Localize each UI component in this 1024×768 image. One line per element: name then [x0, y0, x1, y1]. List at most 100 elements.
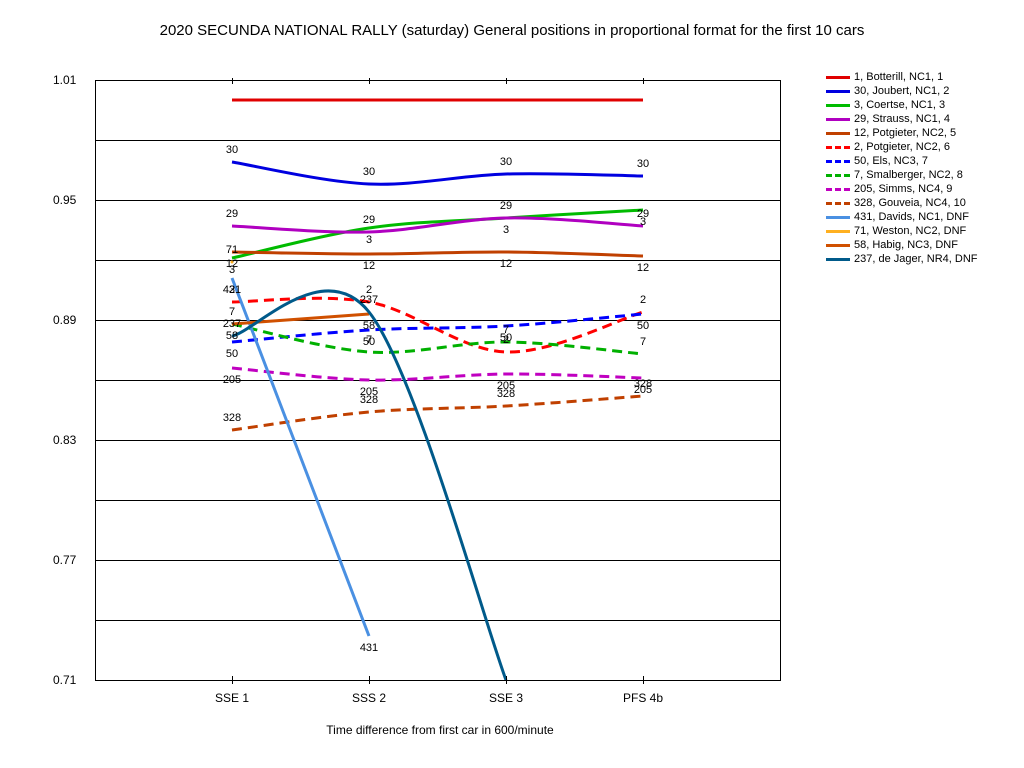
legend-swatch [826, 103, 850, 107]
legend-item: 1, Botterill, NC1, 1 [826, 70, 1021, 84]
point-label: 30 [637, 158, 649, 170]
point-label: 50 [637, 320, 649, 332]
point-label: 237 [360, 294, 378, 306]
legend-item: 205, Simms, NC4, 9 [826, 182, 1021, 196]
legend-swatch [826, 229, 850, 233]
legend-swatch [826, 145, 850, 149]
series-lines [230, 98, 644, 681]
axes: 0.71 0.77 0.83 0.89 0.95 1.01 SSE 1 SSS 2 SSE 3 P… [53, 73, 781, 705]
series-line [231, 296, 644, 354]
legend-label: 30, Joubert, NC1, 2 [854, 85, 950, 97]
legend-item: 30, Joubert, NC1, 2 [826, 84, 1021, 98]
point-label: 431 [360, 642, 378, 654]
series-line [231, 289, 508, 681]
point-label: 29 [363, 214, 375, 226]
series-line [231, 216, 644, 234]
point-label: 50 [500, 332, 512, 344]
legend-swatch [826, 75, 850, 79]
point-label: 30 [500, 156, 512, 168]
point-label: 2 [640, 294, 646, 306]
legend-label: 328, Gouveia, NC4, 10 [854, 197, 966, 209]
point-label: 7 [503, 324, 509, 336]
y-tick-label: 0.83 [53, 433, 77, 447]
point-label: 431 [223, 284, 241, 296]
legend-swatch [826, 173, 850, 177]
legend-item: 12, Potgieter, NC2, 5 [826, 126, 1021, 140]
point-label: 328 [634, 378, 652, 390]
point-label: 7 [640, 336, 646, 348]
point-label: 205 [634, 384, 652, 396]
point-label: 2 [366, 284, 372, 296]
point-label: 30 [363, 166, 375, 178]
legend-swatch [826, 201, 850, 205]
point-label: 7 [229, 306, 235, 318]
legend-item: 328, Gouveia, NC4, 10 [826, 196, 1021, 210]
point-label: 205 [360, 386, 378, 398]
plot-frame [95, 80, 781, 681]
point-label: 3 [640, 216, 646, 228]
y-tick-label: 1.01 [53, 73, 77, 87]
legend-swatch [826, 243, 850, 247]
grid [95, 80, 780, 681]
point-label: 328 [497, 388, 515, 400]
legend-label: 71, Weston, NC2, DNF [854, 225, 967, 237]
y-tick-label: 0.71 [53, 673, 77, 687]
y-tick-label: 0.89 [53, 313, 77, 327]
series-point [230, 260, 234, 264]
y-tick-label: 0.77 [53, 553, 77, 567]
x-tick-label: SSE 3 [489, 691, 523, 705]
point-label: 29 [500, 200, 512, 212]
legend-swatch [826, 117, 850, 121]
point-label: 2 [229, 284, 235, 296]
series-line [231, 208, 644, 260]
legend-item: 50, Els, NC3, 7 [826, 154, 1021, 168]
legend-swatch [826, 215, 850, 219]
point-label: 328 [360, 394, 378, 406]
legend-item: 237, de Jager, NR4, DNF [826, 252, 1021, 266]
legend-item: 71, Weston, NC2, DNF [826, 224, 1021, 238]
series-line [231, 366, 644, 382]
series-line [231, 160, 644, 186]
chart-title: 2020 SECUNDA NATIONAL RALLY (saturday) G… [159, 22, 865, 39]
legend-label: 2, Potgieter, NC2, 6 [854, 141, 950, 153]
point-label: 237 [223, 318, 241, 330]
point-label: 3 [229, 264, 235, 276]
legend-label: 205, Simms, NC4, 9 [854, 183, 953, 195]
point-label: 328 [223, 412, 241, 424]
legend-label: 58, Habig, NC3, DNF [854, 239, 958, 251]
point-label: 12 [637, 262, 649, 274]
point-label: 12 [363, 260, 375, 272]
point-label: 12 [226, 258, 238, 270]
legend-label: 29, Strauss, NC1, 4 [854, 113, 950, 125]
x-tick-label: PFS 4b [623, 691, 663, 705]
legend-label: 431, Davids, NC1, DNF [854, 211, 969, 223]
legend: 1, Botterill, NC1, 1 30, Joubert, NC1, 2 3… [826, 70, 1021, 266]
point-label: 3 [503, 224, 509, 236]
series-line [230, 277, 371, 637]
point-label: 29 [226, 208, 238, 220]
legend-label: 237, de Jager, NR4, DNF [854, 253, 978, 265]
legend-label: 7, Smalberger, NC2, 8 [854, 169, 963, 181]
point-label: 12 [500, 258, 512, 270]
legend-item: 7, Smalberger, NC2, 8 [826, 168, 1021, 182]
point-label: 30 [226, 144, 238, 156]
point-label: 58 [363, 320, 375, 332]
point-label: 2 [503, 334, 509, 346]
legend-item: 2, Potgieter, NC2, 6 [826, 140, 1021, 154]
legend-swatch [826, 89, 850, 93]
series-line [231, 250, 644, 258]
series-line [231, 394, 644, 432]
point-label: 71 [226, 244, 238, 256]
point-label: 3 [366, 234, 372, 246]
point-label: 58 [226, 330, 238, 342]
legend-label: 50, Els, NC3, 7 [854, 155, 928, 167]
legend-item: 3, Coertse, NC1, 3 [826, 98, 1021, 112]
legend-swatch [826, 131, 850, 135]
legend-label: 1, Botterill, NC1, 1 [854, 71, 944, 83]
point-label: 7 [366, 334, 372, 346]
x-axis-label: Time difference from first car in 600/mi… [326, 723, 554, 737]
legend-label: 3, Coertse, NC1, 3 [854, 99, 946, 111]
point-label: 29 [637, 208, 649, 220]
